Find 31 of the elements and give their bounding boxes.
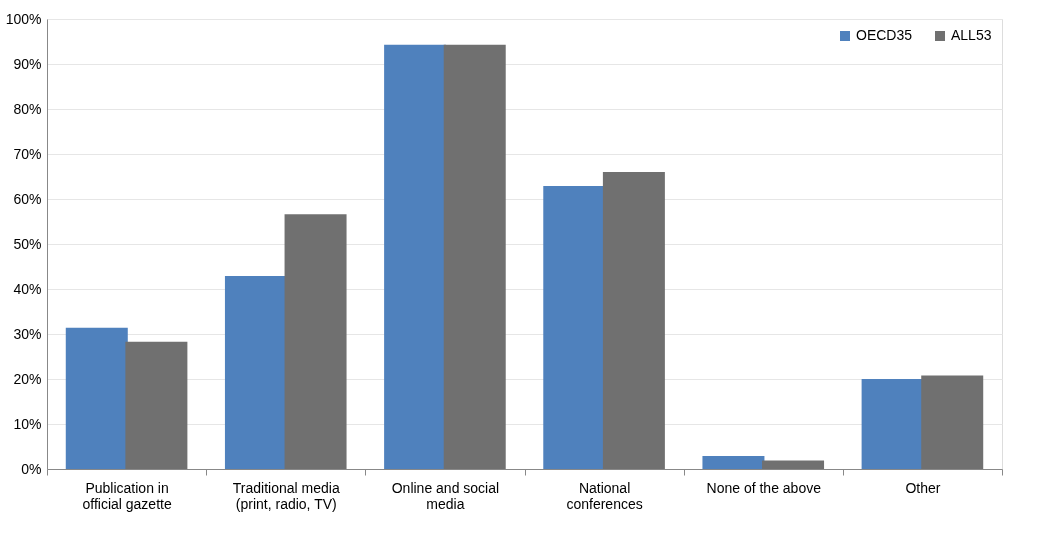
bar xyxy=(921,375,984,469)
bar xyxy=(284,214,347,469)
bar xyxy=(602,172,665,469)
x-tick-label: Online and social media xyxy=(391,479,500,512)
x-tick-label: National conferences xyxy=(566,479,643,512)
legend-label: ALL53 xyxy=(951,27,992,43)
y-tick-label: 90% xyxy=(13,55,42,72)
x-tick-label: Other xyxy=(905,479,941,496)
y-tick-label: 60% xyxy=(13,190,42,207)
y-tick-label: 0% xyxy=(21,460,42,477)
y-tick-label: 40% xyxy=(13,280,42,297)
x-tick-label: Traditional media (print, radio, TV) xyxy=(232,479,340,512)
bar xyxy=(702,455,765,469)
x-tick-label: None of the above xyxy=(706,479,822,496)
y-tick-label: 70% xyxy=(13,145,42,162)
x-tick-label: Publication in official gazette xyxy=(82,479,172,512)
bar xyxy=(861,379,924,469)
y-tick-label: 100% xyxy=(5,10,42,27)
bar xyxy=(762,460,825,469)
bar xyxy=(384,44,447,469)
legend-label: OECD35 xyxy=(856,27,913,43)
bar xyxy=(224,275,287,469)
bar xyxy=(543,185,606,469)
bar xyxy=(443,44,506,469)
bar xyxy=(125,341,188,469)
y-tick-label: 80% xyxy=(13,100,42,117)
y-tick-label: 50% xyxy=(13,235,42,252)
y-tick-label: 20% xyxy=(13,370,42,387)
y-tick-label: 30% xyxy=(13,325,42,342)
y-tick-label: 10% xyxy=(13,415,42,432)
bar xyxy=(65,327,128,469)
